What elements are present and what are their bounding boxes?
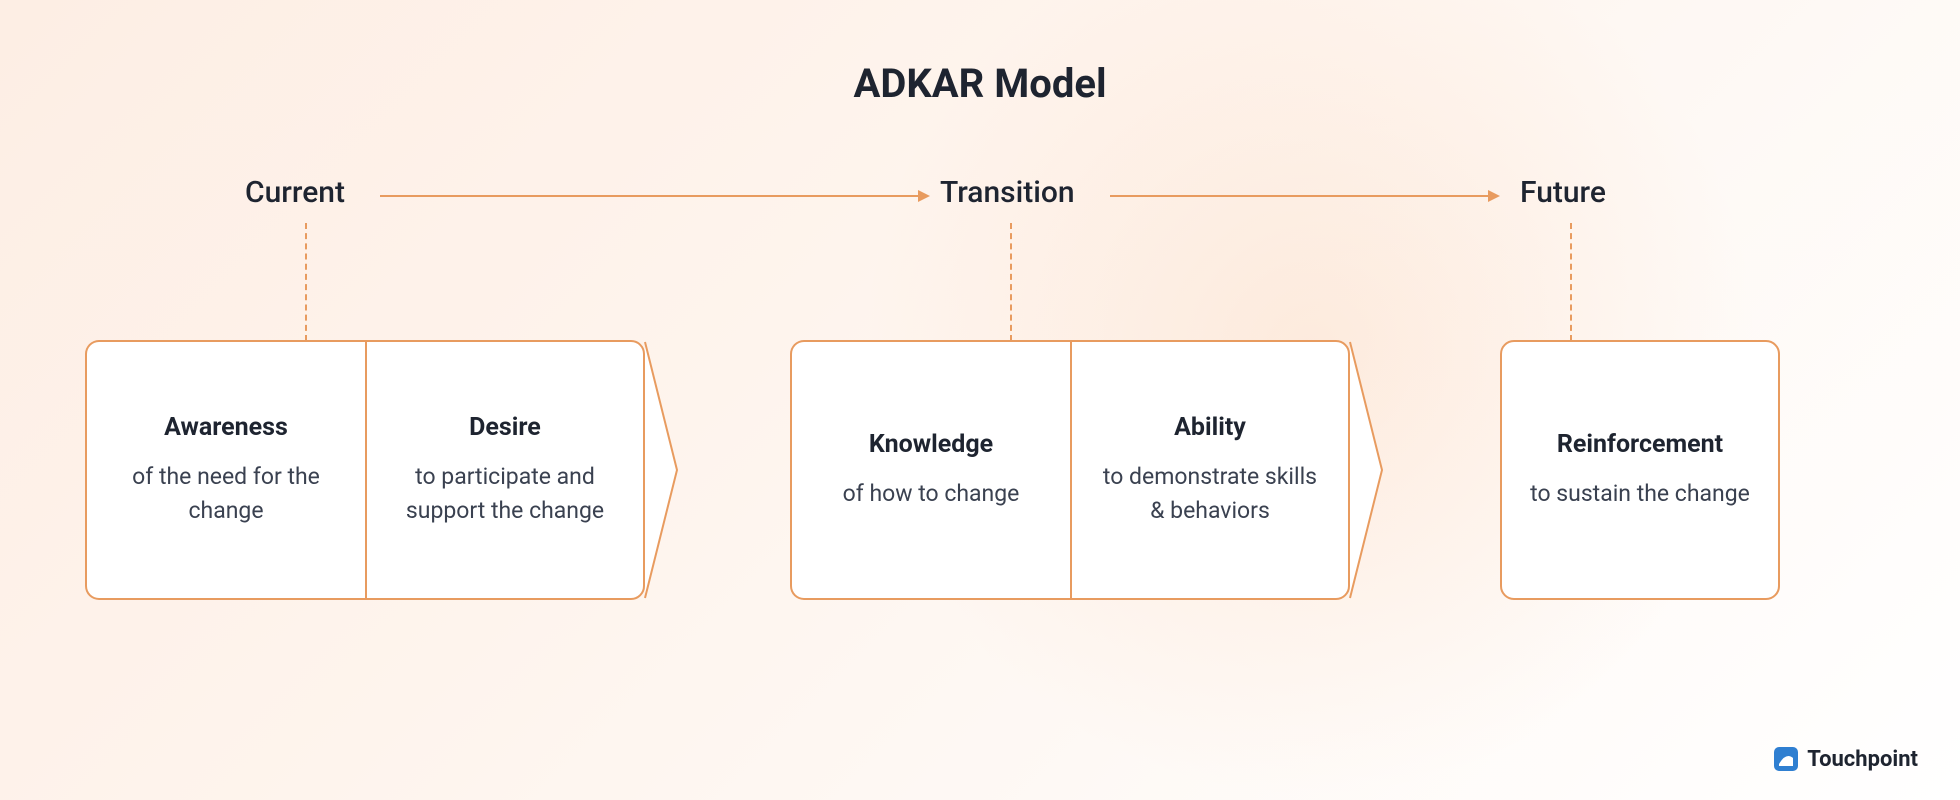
card-knowledge: Knowledge of how to change: [790, 340, 1070, 600]
chevron-icon: [1348, 340, 1388, 600]
card-title: Knowledge: [869, 430, 993, 459]
dashed-connector: [1570, 223, 1572, 341]
card-title: Reinforcement: [1557, 430, 1723, 459]
card-title: Desire: [469, 413, 541, 442]
card-reinforcement: Reinforcement to sustain the change: [1500, 340, 1780, 600]
card-title: Awareness: [164, 413, 288, 442]
card-desire: Desire to participate and support the ch…: [365, 340, 645, 600]
chevron-icon: [643, 340, 683, 600]
brand-logo-icon: [1773, 746, 1799, 772]
arrow-line: [380, 195, 920, 197]
card-desc: to demonstrate skills & behaviors: [1100, 460, 1320, 527]
card-desc: of the need for the change: [115, 460, 337, 527]
card-ability: Ability to demonstrate skills & behavior…: [1070, 340, 1350, 600]
card-desc: to sustain the change: [1530, 477, 1750, 510]
dashed-connector: [1010, 223, 1012, 341]
page-title: ADKAR Model: [853, 60, 1106, 107]
arrow-line: [1110, 195, 1490, 197]
card-desc: to participate and support the change: [395, 460, 615, 527]
phase-label-current: Current: [245, 175, 345, 210]
card-title: Ability: [1174, 413, 1246, 442]
brand-badge: Touchpoint: [1773, 746, 1918, 772]
phase-label-future: Future: [1520, 175, 1606, 210]
card-desc: of how to change: [843, 477, 1020, 510]
card-awareness: Awareness of the need for the change: [85, 340, 365, 600]
phase-label-transition: Transition: [940, 175, 1075, 210]
dashed-connector: [305, 223, 307, 341]
arrow-head-icon: [1488, 190, 1500, 202]
arrow-head-icon: [918, 190, 930, 202]
brand-name: Touchpoint: [1807, 747, 1918, 772]
